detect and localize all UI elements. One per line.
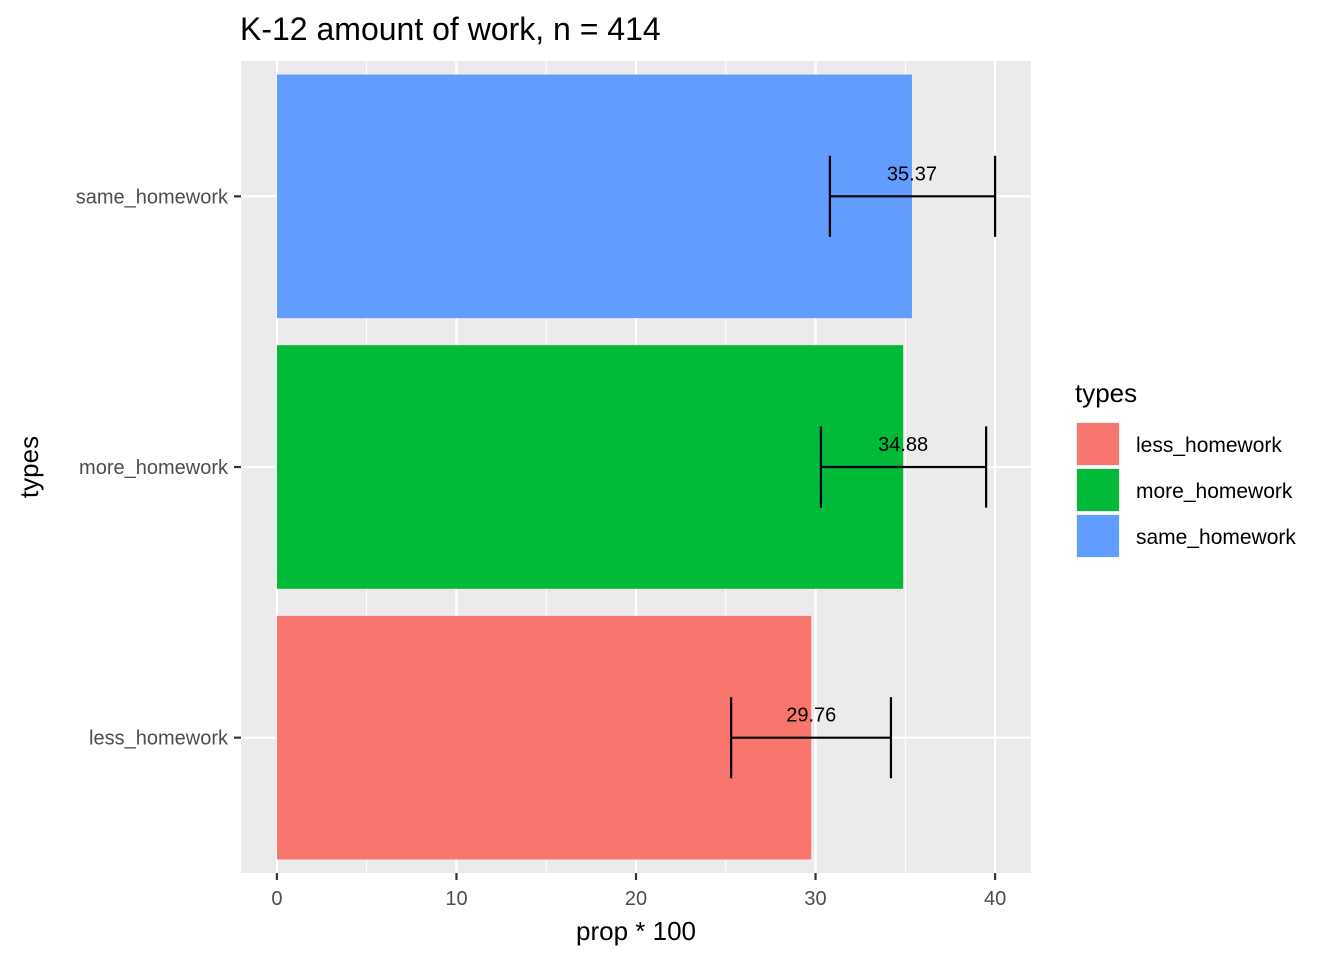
error-bar-same_homework xyxy=(828,155,997,237)
legend: types less_homework more_homework same_hom… xyxy=(1075,378,1296,558)
data-labels-group: 29.76 34.88 35.37 xyxy=(786,163,937,726)
chart-title: K-12 amount of work, n = 414 xyxy=(240,11,661,47)
bar-less_homework xyxy=(276,615,812,860)
x-tick-label: 10 xyxy=(445,888,467,910)
legend-swatch xyxy=(1077,423,1119,465)
bar-same_homework xyxy=(276,74,912,319)
legend-label: more_homework xyxy=(1136,480,1293,503)
y-axis-title: types xyxy=(14,436,44,498)
x-tick-label: 30 xyxy=(804,888,826,910)
x-tick-label: 0 xyxy=(271,888,282,910)
x-axis: 0 10 20 30 40 xyxy=(271,873,1006,910)
legend-item-same_homework: same_homework xyxy=(1076,514,1296,558)
x-tick-label: 40 xyxy=(984,888,1006,910)
legend-item-more_homework: more_homework xyxy=(1076,468,1293,512)
y-tick-label-less_homework: less_homework xyxy=(89,728,229,750)
y-tick-label-more_homework: more_homework xyxy=(79,457,229,479)
bar-more_homework xyxy=(276,345,904,589)
error-bar-more_homework xyxy=(819,426,988,508)
x-tick-label: 20 xyxy=(625,888,647,910)
legend-title: types xyxy=(1075,378,1137,408)
data-label-more_homework: 34.88 xyxy=(878,434,928,456)
error-bar-less_homework xyxy=(730,697,893,779)
bars-group xyxy=(276,74,912,860)
x-axis-title: prop * 100 xyxy=(576,916,696,946)
data-label-same_homework: 35.37 xyxy=(887,163,937,185)
legend-swatch xyxy=(1077,515,1119,557)
legend-label: less_homework xyxy=(1136,434,1282,457)
y-axis: less_homework more_homework same_homework xyxy=(76,186,241,750)
error-bars-group xyxy=(730,155,997,779)
legend-item-less_homework: less_homework xyxy=(1076,422,1282,466)
y-tick-label-same_homework: same_homework xyxy=(76,186,229,208)
data-label-less_homework: 29.76 xyxy=(786,705,836,727)
legend-label: same_homework xyxy=(1136,526,1296,549)
legend-swatch xyxy=(1077,469,1119,511)
